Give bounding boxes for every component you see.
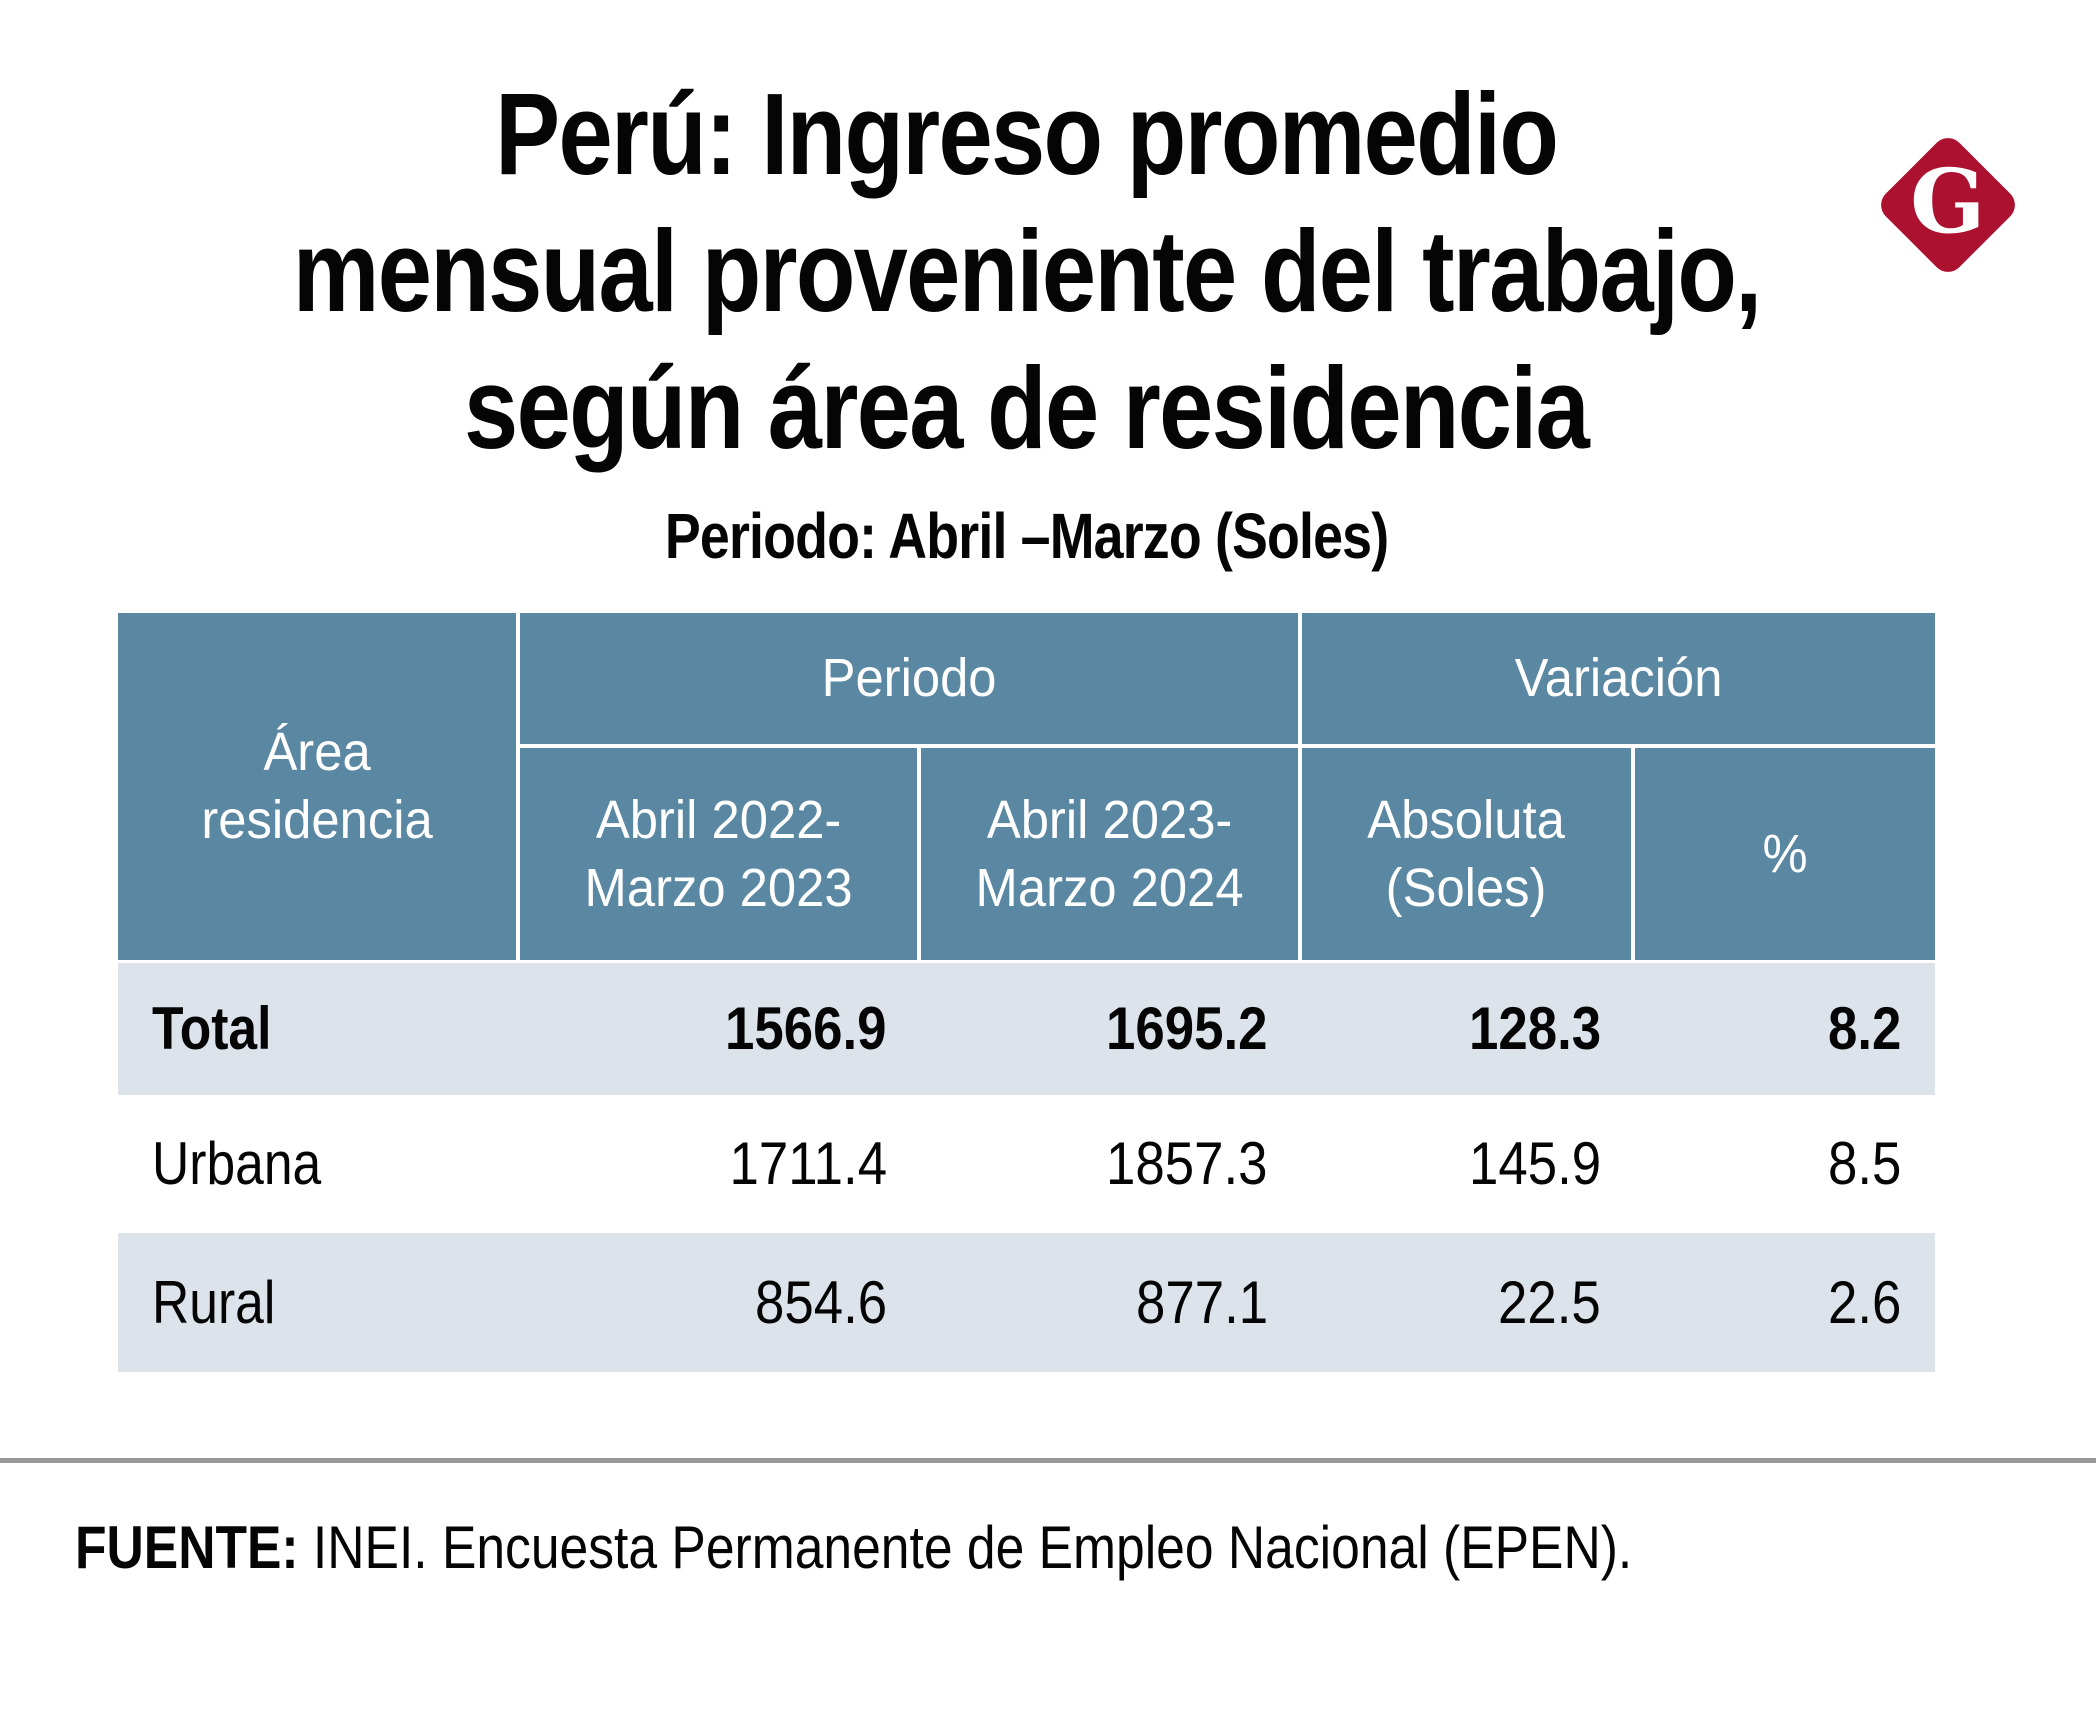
infographic-page: G Perú: Ingreso promedio mensual proveni… <box>0 66 2096 1720</box>
subtitle: Periodo: Abril –Marzo (Soles) <box>664 499 1389 572</box>
value-variacion-pct: 2.6 <box>1827 1268 1901 1336</box>
content-column: Perú: Ingreso promedio mensual provenien… <box>118 66 1935 1372</box>
header-col-abril-2023-marzo-2024: Abril 2023- Marzo 2024 <box>921 747 1302 960</box>
source-label: FUENTE: <box>75 1513 299 1581</box>
header-col-abril-2022-marzo-2023: Abril 2022- Marzo 2023 <box>520 747 921 960</box>
value-variacion-absoluta: 22.5 <box>1498 1268 1601 1336</box>
footer-divider <box>0 1457 2096 1463</box>
income-table: Área residencia Periodo Variación Abril … <box>118 612 1935 1372</box>
row-label: Total <box>152 995 272 1063</box>
title-line-1: Perú: Ingreso promedio <box>495 69 1559 199</box>
title-line-2: mensual proveniente del trabajo, <box>292 205 1762 336</box>
row-label: Urbana <box>152 1130 322 1198</box>
value-variacion-absoluta: 128.3 <box>1468 995 1601 1063</box>
header-col-percent: % <box>1635 747 1935 960</box>
value-2022-2023: 1711.4 <box>729 1130 887 1198</box>
header-col-absoluta-soles: Absoluta (Soles) <box>1302 747 1635 960</box>
table-header: Área residencia Periodo Variación Abril … <box>118 612 1935 963</box>
value-2023-2024: 1695.2 <box>1106 995 1268 1063</box>
header-group-periodo: Periodo <box>520 612 1302 748</box>
value-2022-2023: 1566.9 <box>725 995 887 1063</box>
value-variacion-pct: 8.2 <box>1827 995 1901 1063</box>
value-2023-2024: 1857.3 <box>1106 1130 1268 1198</box>
value-2023-2024: 877.1 <box>1135 1268 1268 1336</box>
header-area-residencia: Área residencia <box>118 612 520 960</box>
logo-letter-g: G <box>1910 150 1986 254</box>
value-variacion-absoluta: 145.9 <box>1468 1130 1601 1198</box>
value-variacion-pct: 8.5 <box>1827 1130 1901 1198</box>
table-row-rural: Rural 854.6 877.1 22.5 2.6 <box>118 1232 1935 1372</box>
title-line-3: según área de residencia <box>464 342 1590 473</box>
table-row-total: Total 1566.9 1695.2 128.3 8.2 <box>118 962 1935 1095</box>
table-row-urbana: Urbana 1711.4 1857.3 145.9 8.5 <box>118 1094 1935 1233</box>
source-note: FUENTE: INEI. Encuesta Permanente de Emp… <box>0 1513 2096 1582</box>
row-label: Rural <box>152 1268 276 1336</box>
header-group-variacion: Variación <box>1302 612 1935 748</box>
source-text: INEI. Encuesta Permanente de Empleo Naci… <box>298 1513 1633 1581</box>
page-title: Perú: Ingreso promedio mensual provenien… <box>118 66 1935 477</box>
value-2022-2023: 854.6 <box>754 1268 887 1336</box>
